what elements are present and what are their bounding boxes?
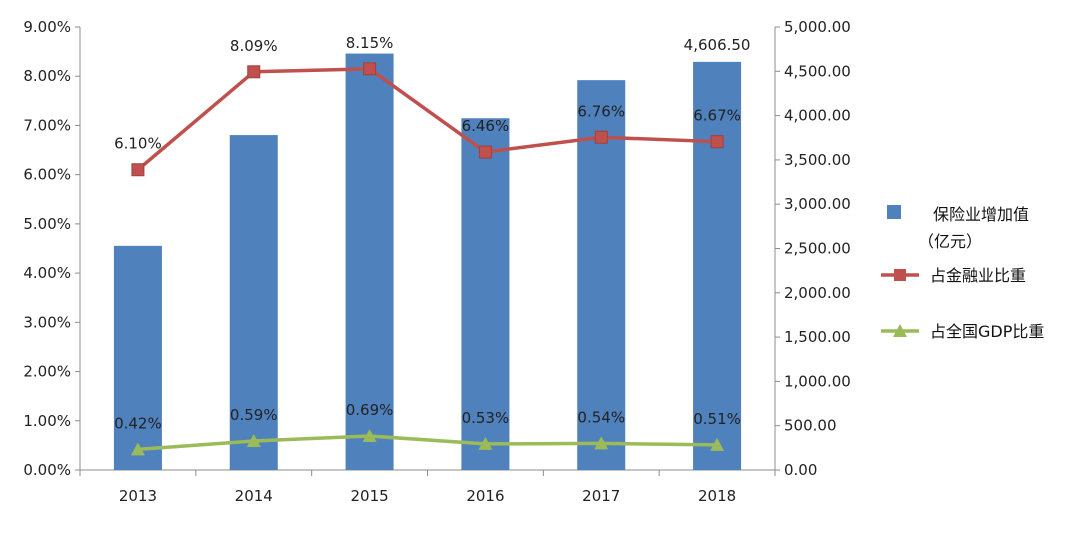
- x-tick-label: 2013: [119, 487, 157, 505]
- data-label: 0.54%: [577, 408, 625, 426]
- y-left-tick-label: 6.00%: [23, 166, 71, 184]
- point-marker: [478, 145, 492, 159]
- y-left-tick-label: 9.00%: [23, 18, 71, 36]
- data-label: 8.09%: [230, 37, 278, 55]
- legend-marker: [893, 324, 907, 337]
- y-left-tick-label: 7.00%: [23, 116, 71, 134]
- x-tick-label: 2014: [235, 487, 273, 505]
- y-left-tick-label: 8.00%: [23, 67, 71, 85]
- y-right-tick-label: 500.00: [784, 417, 837, 435]
- x-tick-label: 2018: [698, 487, 736, 505]
- data-label: 8.15%: [346, 34, 394, 52]
- legend-marker: [894, 269, 906, 281]
- point-marker: [594, 130, 608, 144]
- y-left-tick-label: 4.00%: [23, 264, 71, 282]
- y-left-tick-label: 2.00%: [23, 363, 71, 381]
- y-right-tick-label: 2,500.00: [784, 240, 851, 258]
- data-label: 6.76%: [577, 102, 625, 120]
- legend-label: （亿元）: [918, 232, 982, 251]
- point-marker: [710, 135, 724, 149]
- series-line: [137, 434, 718, 452]
- data-label: 6.67%: [693, 107, 741, 125]
- line-series: [130, 62, 725, 456]
- legend-label: 占全国GDP比重: [930, 322, 1044, 341]
- y-left-tick-label: 1.00%: [23, 412, 71, 430]
- y-right-tick-label: 4,500.00: [784, 62, 851, 80]
- data-labels: 4,606.50 6.10% 8.09% 8.15% 6.46% 6.76% 6.67% 0.…: [114, 34, 750, 432]
- data-label: 0.69%: [346, 401, 394, 419]
- bar: [345, 53, 394, 470]
- point-marker: [478, 436, 493, 450]
- y-left-tick-label: 5.00%: [23, 215, 71, 233]
- y-right-tick-label: 1,000.00: [784, 372, 851, 390]
- data-label: 0.42%: [114, 414, 162, 432]
- point-marker: [131, 163, 145, 177]
- axes: 0.00% 1.00% 2.00% 3.00% 4.00% 5.00% 6.00% 7.00%…: [23, 18, 850, 505]
- bar: [693, 61, 742, 470]
- bar: [113, 245, 162, 470]
- data-label: 0.59%: [230, 406, 278, 424]
- point-marker: [246, 433, 261, 447]
- point-marker: [594, 436, 609, 450]
- y-right-tick-label: 1,500.00: [784, 328, 851, 346]
- data-label: 6.46%: [462, 117, 510, 135]
- y-left-tick-label: 0.00%: [23, 461, 71, 479]
- point-marker: [247, 65, 261, 79]
- data-label: 4,606.50: [684, 36, 751, 54]
- legend-label: 保险业增加值: [933, 205, 1029, 224]
- point-marker: [710, 437, 725, 451]
- bar-series: [113, 53, 742, 471]
- legend-swatch: [887, 205, 901, 219]
- series-line: [136, 67, 718, 172]
- y-right-tick-label: 4,000.00: [784, 107, 851, 125]
- y-left-tick-label: 3.00%: [23, 313, 71, 331]
- data-label: 6.10%: [114, 135, 162, 153]
- data-label: 0.51%: [693, 410, 741, 428]
- y-right-tick-label: 0.00: [784, 461, 817, 479]
- x-tick-label: 2017: [582, 487, 620, 505]
- point-marker: [362, 429, 377, 443]
- point-marker: [130, 442, 145, 456]
- y-right-tick-label: 3,000.00: [784, 195, 851, 213]
- legend-label: 占金融业比重: [930, 266, 1026, 285]
- x-tick-label: 2016: [466, 487, 504, 505]
- bar: [229, 135, 278, 471]
- bar: [577, 80, 626, 470]
- point-marker: [363, 62, 377, 76]
- x-tick-label: 2015: [350, 487, 388, 505]
- bar: [461, 118, 510, 471]
- data-label: 0.53%: [462, 409, 510, 427]
- y-right-tick-label: 2,000.00: [784, 284, 851, 302]
- y-right-tick-label: 5,000.00: [784, 18, 851, 36]
- y-right-tick-label: 3,500.00: [784, 151, 851, 169]
